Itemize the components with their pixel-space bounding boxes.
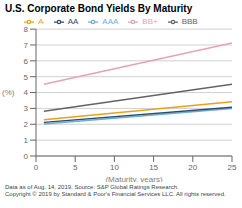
svg-text:15: 15: [149, 163, 158, 172]
svg-text:6: 6: [24, 57, 29, 66]
html-text:AAA: AAA: [102, 17, 119, 27]
svg-text:10: 10: [110, 163, 119, 172]
svg-text:8: 8: [24, 25, 29, 34]
svg-text:2: 2: [24, 120, 29, 129]
svg-text:0: 0: [24, 152, 29, 161]
svg-text:1: 1: [24, 136, 29, 145]
svg-text:3: 3: [24, 104, 29, 113]
svg-text:25: 25: [228, 163, 234, 172]
svg-text:5: 5: [73, 163, 78, 172]
svg-text:0: 0: [34, 163, 39, 172]
svg-text:4: 4: [24, 88, 29, 97]
svg-text:7: 7: [24, 41, 29, 50]
html-text:BB+: BB+: [142, 17, 158, 27]
svg-text:5: 5: [24, 73, 29, 82]
html-text:U.S. Corporate Bond Yields By: U.S. Corporate Bond Yields By Maturity: [5, 3, 193, 14]
html-text:BBB: BBB: [181, 17, 198, 27]
svg-text:20: 20: [188, 163, 197, 172]
html-text:Copyright © 2019 by Standard &: Copyright © 2019 by Standard & Poor's Fi…: [5, 191, 226, 197]
html-text:A: A: [38, 17, 44, 27]
html-text:Data as of Aug. 14, 2019. Sour: Data as of Aug. 14, 2019. Source: S&P Gl…: [5, 184, 179, 190]
svg-text:(%): (%): [8, 88, 15, 97]
svg-text:(Maturity, years): (Maturity, years): [105, 175, 163, 182]
html-text:AA: AA: [67, 17, 79, 27]
